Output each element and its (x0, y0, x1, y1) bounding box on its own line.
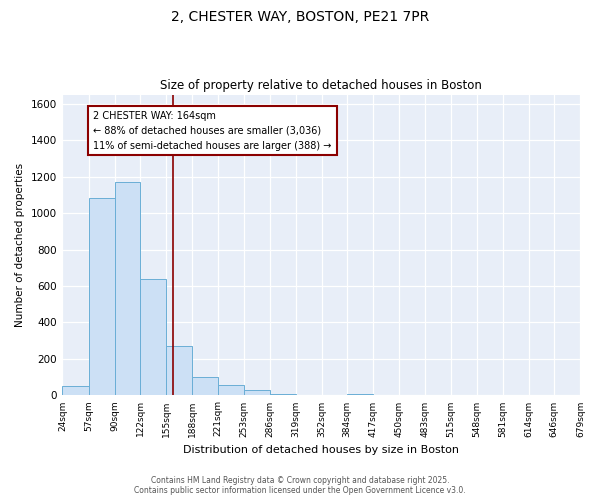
Bar (166, 346, 192, 396)
Bar (62, 386, 89, 396)
Bar (115, 182, 140, 396)
Bar (140, 278, 166, 396)
Text: 2, CHESTER WAY, BOSTON, PE21 7PR: 2, CHESTER WAY, BOSTON, PE21 7PR (171, 10, 429, 24)
Text: 2 CHESTER WAY: 164sqm
← 88% of detached houses are smaller (3,036)
11% of semi-d: 2 CHESTER WAY: 164sqm ← 88% of detached … (93, 111, 332, 150)
Bar (218, 386, 244, 396)
Text: Contains HM Land Registry data © Crown copyright and database right 2025.
Contai: Contains HM Land Registry data © Crown c… (134, 476, 466, 495)
Bar (347, 394, 373, 396)
X-axis label: Distribution of detached houses by size in Boston: Distribution of detached houses by size … (184, 445, 460, 455)
Y-axis label: Number of detached properties: Number of detached properties (15, 163, 25, 327)
Bar (89, 198, 115, 396)
Title: Size of property relative to detached houses in Boston: Size of property relative to detached ho… (160, 79, 482, 92)
Bar (192, 377, 218, 396)
Bar (244, 390, 269, 396)
Bar (269, 394, 296, 396)
